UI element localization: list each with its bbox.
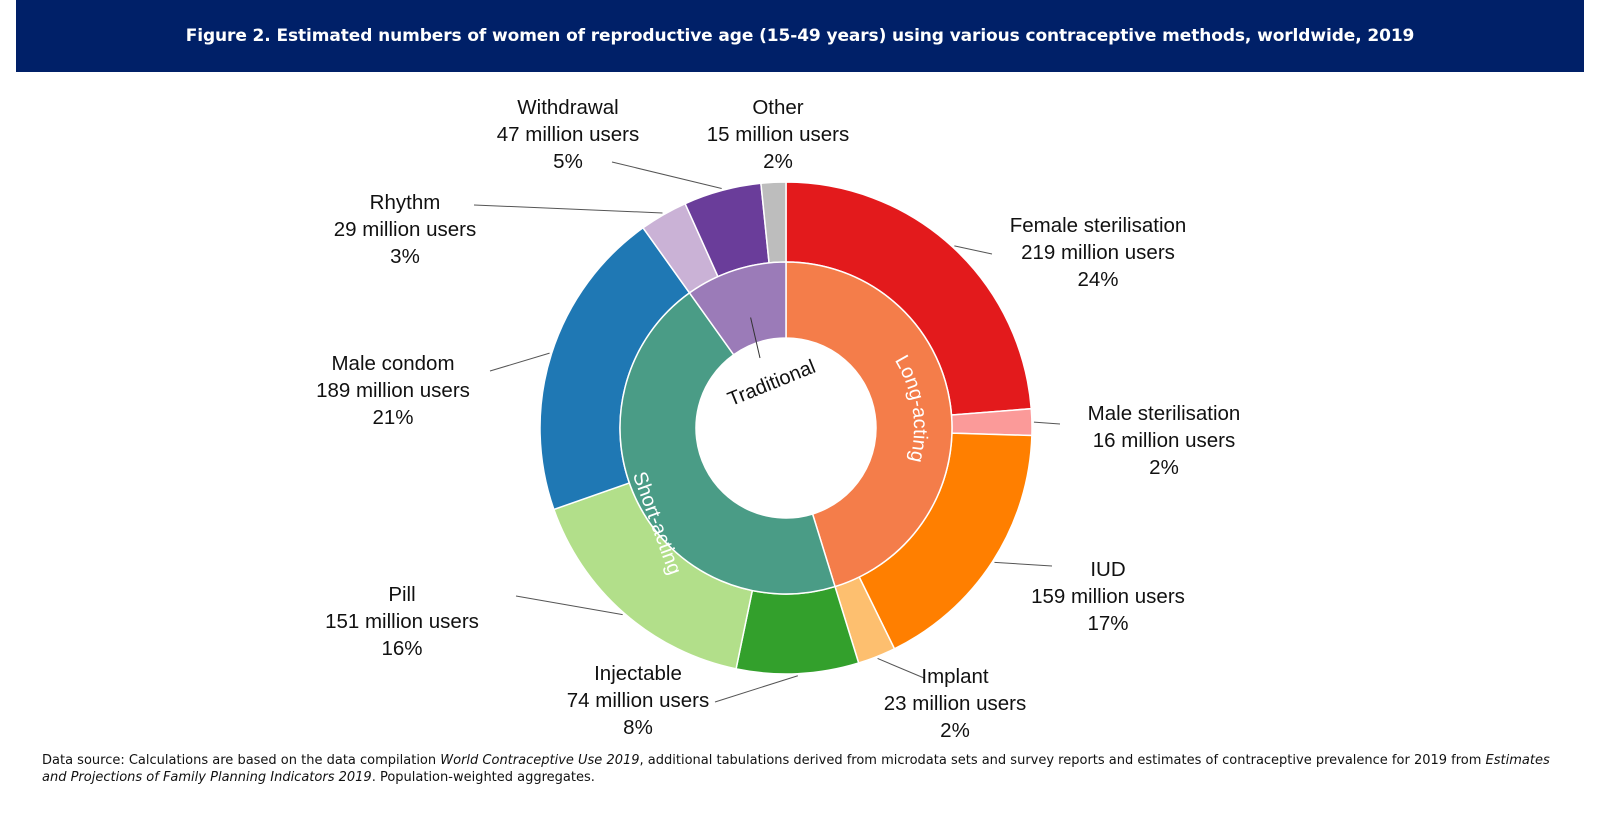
leader-traditional [750,317,761,359]
label-pill-pct: 16% [381,637,422,660]
label-rhythm-users: 29 million users [334,218,476,241]
leader-lines [473,161,1061,703]
label-male-sterilisation-users: 16 million users [1093,429,1235,452]
leader-withdrawal [611,161,722,189]
label-iud-name: IUD [1090,558,1125,581]
leader-pill [515,595,623,616]
data-source-note: Data source: Calculations are based on t… [42,752,1562,786]
label-male-sterilisation-pct: 2% [1149,456,1179,479]
source-work-1: World Contraceptive Use 2019 [440,753,640,768]
group-long-acting [785,261,953,588]
label-pill-users: 151 million users [325,610,479,633]
label-implant-pct: 2% [940,719,970,742]
leader-iud [994,561,1053,567]
label-rhythm-pct: 3% [390,245,420,268]
label-other-users: 15 million users [707,123,849,146]
label-other-pct: 2% [763,150,793,173]
label-withdrawal-name: Withdrawal [517,96,618,119]
label-withdrawal-pct: 5% [553,150,583,173]
slice-labels: Female sterilisation 219 million users 24%… [316,96,1240,742]
label-injectable-name: Injectable [594,662,682,685]
inner-ring [619,261,953,595]
label-female-sterilisation-users: 219 million users [1021,241,1175,264]
leader-implant [877,658,925,679]
leader-female-sterilisation [954,245,993,255]
label-rhythm-name: Rhythm [370,191,441,214]
source-suffix: . Population-weighted aggregates. [371,770,595,785]
leader-male-condom [489,352,550,372]
label-implant-name: Implant [921,665,989,688]
leader-male-sterilisation [1033,421,1061,425]
outer-ring [539,181,1033,675]
leader-injectable [714,675,798,703]
source-middle: , additional tabulations derived from mi… [639,753,1486,768]
label-male-sterilisation-name: Male sterilisation [1088,402,1241,425]
label-withdrawal-users: 47 million users [497,123,639,146]
label-iud-users: 159 million users [1031,585,1185,608]
label-female-sterilisation-name: Female sterilisation [1010,214,1187,237]
group-short-acting [619,291,836,595]
label-male-condom-users: 189 million users [316,379,470,402]
label-injectable-users: 74 million users [567,689,709,712]
chart-title: Figure 2. Estimated numbers of women of … [185,26,1415,46]
label-injectable-pct: 8% [623,716,653,739]
source-prefix: Data source: Calculations are based on t… [42,753,441,768]
title-banner: Figure 2. Estimated numbers of women of … [16,0,1584,72]
leader-rhythm [473,204,663,214]
label-male-condom-name: Male condom [331,352,454,375]
label-female-sterilisation-pct: 24% [1077,268,1118,291]
label-male-condom-pct: 21% [372,406,413,429]
label-pill-name: Pill [388,583,415,606]
group-label-traditional: Traditional [725,356,819,411]
label-other-name: Other [752,96,803,119]
source-work-2: Estimates and Projections of Family Plan… [42,753,1550,785]
group-traditional [688,261,787,356]
label-implant-users: 23 million users [884,692,1026,715]
label-iud-pct: 17% [1087,612,1128,635]
